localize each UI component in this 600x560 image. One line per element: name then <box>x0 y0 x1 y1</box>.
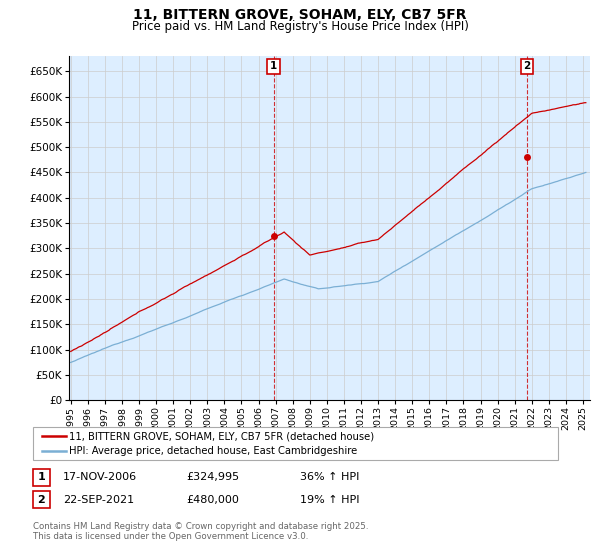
Text: 2: 2 <box>523 61 530 71</box>
Text: Contains HM Land Registry data © Crown copyright and database right 2025.
This d: Contains HM Land Registry data © Crown c… <box>33 522 368 542</box>
Text: 19% ↑ HPI: 19% ↑ HPI <box>300 494 359 505</box>
Text: £480,000: £480,000 <box>186 494 239 505</box>
Text: £324,995: £324,995 <box>186 472 239 482</box>
Text: 1: 1 <box>38 472 45 482</box>
Text: HPI: Average price, detached house, East Cambridgeshire: HPI: Average price, detached house, East… <box>69 446 357 456</box>
Text: 11, BITTERN GROVE, SOHAM, ELY, CB7 5FR: 11, BITTERN GROVE, SOHAM, ELY, CB7 5FR <box>133 8 467 22</box>
Text: Price paid vs. HM Land Registry's House Price Index (HPI): Price paid vs. HM Land Registry's House … <box>131 20 469 32</box>
Text: 1: 1 <box>270 61 277 71</box>
Text: 17-NOV-2006: 17-NOV-2006 <box>63 472 137 482</box>
Text: 22-SEP-2021: 22-SEP-2021 <box>63 494 134 505</box>
Text: 2: 2 <box>38 494 45 505</box>
Text: 11, BITTERN GROVE, SOHAM, ELY, CB7 5FR (detached house): 11, BITTERN GROVE, SOHAM, ELY, CB7 5FR (… <box>69 431 374 441</box>
Text: 36% ↑ HPI: 36% ↑ HPI <box>300 472 359 482</box>
